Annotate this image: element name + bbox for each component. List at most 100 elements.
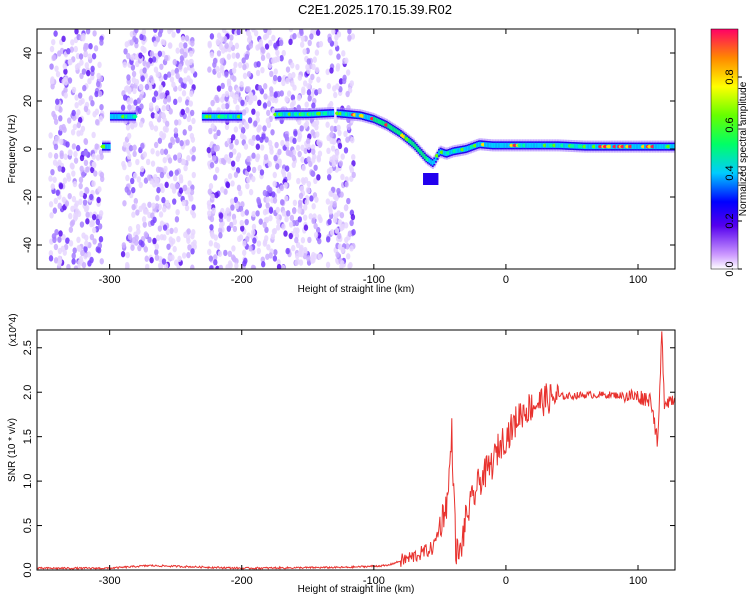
noise-cell <box>91 161 96 168</box>
noise-cell <box>168 42 173 49</box>
noise-cell <box>61 35 66 43</box>
noise-cell <box>349 245 354 252</box>
noise-cell <box>175 208 180 216</box>
noise-cell <box>297 132 303 140</box>
noise-cell <box>63 79 69 86</box>
noise-cell <box>96 247 102 254</box>
figure-title: C2E1.2025.170.15.39.R02 <box>298 2 452 17</box>
noise-cell <box>141 216 147 223</box>
ridge-core <box>227 114 230 120</box>
ridge-core <box>430 159 433 165</box>
noise-cell <box>335 65 340 72</box>
noise-cell <box>208 240 214 247</box>
noise-cell <box>65 237 70 244</box>
noise-cell <box>159 63 164 70</box>
noise-cell <box>224 154 229 161</box>
noise-cell <box>168 108 173 115</box>
noise-cell <box>268 252 273 259</box>
noise-cell <box>66 48 71 55</box>
noise-cell <box>172 58 177 66</box>
noise-cell <box>51 38 56 46</box>
noise-cell <box>314 89 319 96</box>
noise-cell <box>207 66 212 73</box>
ridge-core <box>398 130 401 136</box>
noise-cell <box>91 213 97 221</box>
noise-cell <box>79 72 84 80</box>
noise-cell <box>95 80 101 88</box>
noise-cell <box>291 161 297 169</box>
noise-cell <box>275 206 280 214</box>
ridge-core <box>232 114 235 120</box>
noise-cell <box>287 90 292 97</box>
noise-cell <box>219 96 225 103</box>
noise-cell <box>304 101 309 108</box>
noise-cell <box>184 59 190 66</box>
noise-cell <box>267 139 273 147</box>
noise-cell <box>84 62 90 69</box>
noise-cell <box>50 83 55 90</box>
noise-cell <box>334 194 339 202</box>
noise-cell <box>164 181 169 189</box>
ridge-core <box>490 142 493 148</box>
noise-cell <box>83 149 88 157</box>
ridge-core <box>530 142 533 148</box>
noise-cell <box>218 232 223 239</box>
ridge-core <box>503 142 506 148</box>
noise-cell <box>150 112 156 119</box>
noise-cell <box>313 222 318 230</box>
noise-cell <box>58 230 63 237</box>
noise-cell <box>225 207 230 214</box>
noise-cell <box>143 231 149 238</box>
noise-cell <box>74 63 80 71</box>
ridge-core <box>381 120 384 126</box>
noise-cell <box>170 254 175 261</box>
noise-cell <box>271 96 276 104</box>
noise-cell <box>230 254 236 261</box>
noise-cell <box>68 226 74 233</box>
noise-cell <box>95 154 101 161</box>
noise-cell <box>191 229 196 236</box>
noise-cell <box>96 72 101 80</box>
x-tick-label: 0 <box>503 274 509 286</box>
noise-cell <box>157 225 163 232</box>
noise-cell <box>327 174 332 181</box>
noise-cell <box>99 103 104 111</box>
noise-cell <box>299 244 304 252</box>
noise-cell <box>336 187 341 195</box>
noise-cell <box>293 130 298 137</box>
noise-cell <box>351 171 356 179</box>
y-tick-label: 1.0 <box>22 473 34 488</box>
ridge-core <box>114 114 117 120</box>
noise-cell <box>336 53 341 60</box>
noise-cell <box>127 104 132 111</box>
noise-cell <box>236 29 241 36</box>
ridge-core <box>528 142 531 148</box>
noise-cell <box>59 138 64 145</box>
ridge-core <box>347 111 350 117</box>
noise-cell <box>52 159 58 166</box>
noise-cell <box>81 68 87 75</box>
noise-cell <box>343 204 349 212</box>
noise-cell <box>122 61 128 68</box>
noise-cell <box>234 138 239 146</box>
ridge-core <box>422 152 425 158</box>
noise-cell <box>52 236 57 244</box>
noise-cell <box>168 170 174 177</box>
noise-cell <box>79 165 84 172</box>
y-tick-label: 2.5 <box>22 340 34 355</box>
noise-cell <box>192 239 197 247</box>
noise-cell <box>140 75 145 82</box>
y-tick-label: 0.0 <box>22 562 34 577</box>
noise-cell <box>154 243 160 250</box>
noise-cell <box>191 146 197 153</box>
noise-cell <box>231 134 236 141</box>
noise-cell <box>276 263 282 269</box>
ridge-core <box>656 144 660 150</box>
noise-cell <box>79 221 85 228</box>
noise-cell <box>228 85 233 92</box>
noise-cell <box>215 265 220 269</box>
noise-cell <box>311 217 316 225</box>
noise-cell <box>297 216 303 223</box>
noise-cell <box>275 163 280 170</box>
noise-cell <box>295 63 300 71</box>
